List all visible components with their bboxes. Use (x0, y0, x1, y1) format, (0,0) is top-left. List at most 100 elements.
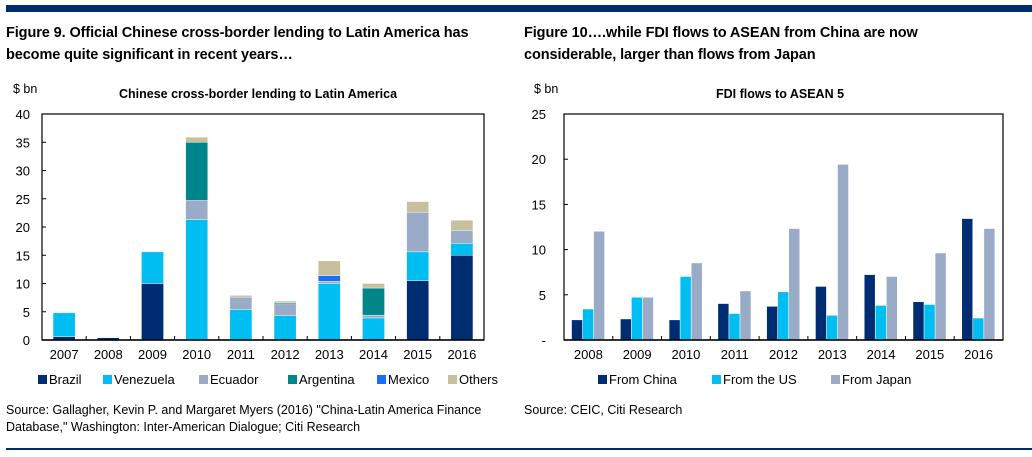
legend-swatch (199, 375, 208, 384)
bar-from-the-us-2008 (582, 309, 594, 340)
bar-ecuador-2011 (229, 296, 253, 310)
bar-brazil-2009 (141, 283, 164, 341)
bar-venezuela-2016 (450, 243, 474, 256)
legend-item-from-japan: From Japan (831, 372, 911, 387)
y-tick-label: 30 (16, 164, 30, 179)
y-tick-label: 5 (23, 305, 30, 320)
bar-brazil-2015 (406, 280, 429, 341)
x-tick-label: 2007 (50, 347, 79, 362)
legend-item-mexico: Mexico (377, 372, 429, 387)
legend-swatch (712, 375, 721, 384)
bar-others-2012 (273, 300, 297, 303)
bar-others-2011 (229, 295, 253, 298)
bar-others-2014 (362, 283, 385, 289)
bar-from-japan-2008 (593, 231, 605, 340)
bar-brazil-2016 (450, 255, 474, 341)
x-tick-label: 2009 (623, 347, 652, 362)
figure-10-source: Source: CEIC, Citi Research (524, 402, 682, 419)
bar-venezuela-2013 (318, 283, 341, 341)
legend: Brazil Venezuela Ecuador Argentina Mexico Oth… (38, 372, 499, 387)
chart-1-title: Chinese cross-border lending to Latin Am… (119, 87, 398, 101)
y-tick-label: 25 (16, 192, 30, 207)
y-tick-label: 10 (532, 243, 546, 258)
x-tick-label: 2010 (182, 347, 211, 362)
y-tick-label: 15 (16, 248, 30, 263)
bars (571, 164, 995, 340)
legend-label: Mexico (388, 372, 429, 387)
bar-from-the-us-2012 (777, 292, 789, 340)
legend-swatch (831, 375, 840, 384)
legend: From China From the US From Japan (598, 372, 911, 387)
bar-from-china-2012 (766, 306, 778, 340)
bar-from-the-us-2015 (924, 304, 935, 340)
bar-from-the-us-2010 (680, 276, 691, 340)
footer-rule (6, 448, 1032, 450)
chart-2: - 5 10 15 20 25 2008 2009 2010 2011 2012 2013 2014 20… (532, 107, 1004, 387)
x-tick-label: 2012 (271, 347, 300, 362)
bar-from-china-2008 (571, 320, 583, 340)
legend-item-ecuador: Ecuador (199, 372, 259, 387)
bar-mexico-2013 (318, 275, 341, 282)
y-tick-label: 0 (23, 333, 30, 348)
legend-label: From Japan (842, 372, 911, 387)
x-tick-label: 2016 (964, 347, 993, 362)
bar-from-japan-2015 (935, 253, 946, 340)
bar-from-japan-2011 (740, 291, 751, 340)
bar-venezuela-2015 (406, 251, 429, 281)
x-tick-label: 2008 (574, 347, 603, 362)
bar-others-2015 (406, 201, 429, 213)
x-tick-label: 2012 (769, 347, 798, 362)
bar-from-china-2013 (815, 286, 827, 340)
bar-from-china-2011 (718, 303, 729, 340)
bar-ecuador-2014 (362, 314, 385, 319)
bar-ecuador-2013 (318, 281, 341, 284)
bar-ecuador-2012 (273, 303, 297, 316)
bar-from-china-2015 (913, 302, 924, 340)
bar-ecuador-2010 (185, 200, 208, 220)
legend-item-from-the-us: From the US (712, 372, 797, 387)
bars (52, 136, 474, 341)
figure-10-heading-line-1: Figure 10….while FDI flows to ASEAN from… (524, 25, 918, 41)
legend-label: Argentina (299, 372, 355, 387)
x-tick-label: 2014 (867, 347, 896, 362)
x-tick-label: 2010 (671, 347, 700, 362)
legend-label: Brazil (49, 372, 82, 387)
figure-9-source: Source: Gallagher, Kevin P. and Margaret… (6, 402, 481, 436)
figure-10-heading: Figure 10….while FDI flows to ASEAN from… (524, 22, 918, 66)
figure-9-heading-line-2: become quite significant in recent years… (6, 47, 293, 63)
bar-venezuela-2014 (362, 317, 385, 341)
bar-argentina-2010 (185, 142, 208, 201)
bar-from-the-us-2011 (729, 313, 740, 340)
bar-venezuela-2007 (52, 312, 76, 337)
bar-from-japan-2009 (642, 297, 654, 340)
legend-swatch (448, 375, 457, 384)
bar-from-china-2016 (962, 218, 973, 340)
y-tick-label: - (542, 333, 546, 348)
figure-9-heading-line-1: Figure 9. Official Chinese cross-border … (6, 25, 469, 41)
bar-from-the-us-2014 (875, 305, 886, 340)
legend-swatch (598, 375, 607, 384)
bar-others-2009 (141, 251, 164, 253)
bar-others-2013 (318, 260, 341, 276)
y-tick-label: 20 (532, 152, 546, 167)
bar-from-japan-2014 (886, 276, 898, 340)
legend-label: Venezuela (114, 372, 175, 387)
chart-2-title: FDI flows to ASEAN 5 (716, 87, 845, 101)
bar-others-2010 (185, 136, 208, 143)
bar-from-japan-2010 (691, 263, 702, 340)
x-tick-label: 2016 (447, 347, 476, 362)
y-tick-label: 10 (16, 277, 30, 292)
legend-label: Ecuador (210, 372, 259, 387)
y-tick-label: 35 (16, 135, 30, 150)
x-tick-label: 2015 (403, 347, 432, 362)
legend-swatch (288, 375, 297, 384)
bar-from-china-2009 (620, 319, 632, 340)
bar-from-china-2010 (669, 320, 680, 340)
bar-argentina-2014 (362, 287, 385, 316)
bar-from-the-us-2013 (826, 315, 838, 340)
bar-venezuela-2011 (229, 309, 253, 341)
figure-9-source-line-1: Source: Gallagher, Kevin P. and Margaret… (6, 403, 482, 417)
figure-10-heading-line-2: considerable, larger than flows from Jap… (524, 47, 816, 63)
x-tick-label: 2008 (94, 347, 123, 362)
y-tick-label: 20 (16, 220, 30, 235)
